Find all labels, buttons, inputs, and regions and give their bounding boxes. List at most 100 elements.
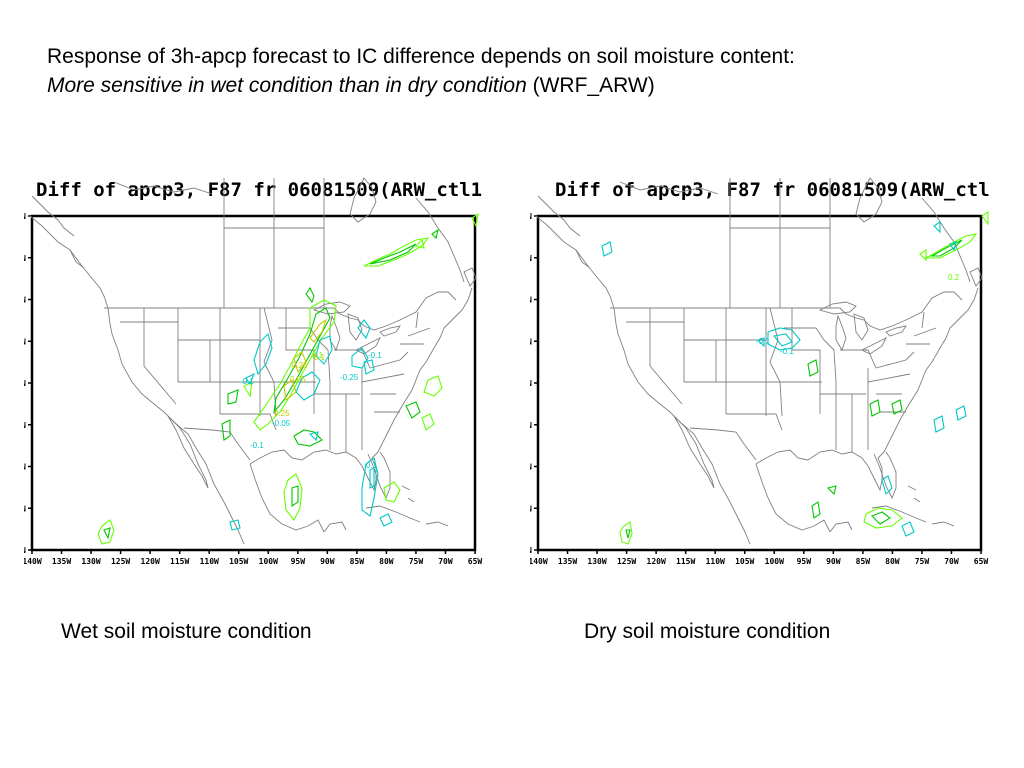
caption-wet: Wet soil moisture condition bbox=[61, 620, 312, 643]
contour-label: -0.1 bbox=[240, 377, 254, 386]
lon-label: 70W bbox=[944, 557, 959, 566]
lon-label: 90W bbox=[826, 557, 841, 566]
lon-label: 125W bbox=[617, 557, 636, 566]
lon-label: 85W bbox=[350, 557, 365, 566]
lon-label: 105W bbox=[229, 557, 248, 566]
headline-line-1: Response of 3h-apcp forecast to IC diffe… bbox=[47, 45, 795, 68]
lon-label: 100W bbox=[259, 557, 278, 566]
contour-label: -0.1 bbox=[780, 347, 794, 356]
lon-label: 140W bbox=[530, 557, 548, 566]
contour-labels-wet: 0.1 0.25 -0.1 0.25 0.05 -0.05 -0.1 0.1 -… bbox=[240, 351, 382, 470]
lon-label: 130W bbox=[81, 557, 100, 566]
coastline-mexico-gulf bbox=[755, 463, 831, 533]
border-canada bbox=[104, 291, 457, 331]
lon-label: 135W bbox=[52, 557, 71, 566]
headline: Response of 3h-apcp forecast to IC diffe… bbox=[47, 42, 1007, 100]
caption-dry: Dry soil moisture condition bbox=[584, 620, 831, 643]
arctic-coast bbox=[619, 181, 719, 195]
canada-lines bbox=[729, 178, 831, 308]
lon-label: 65W bbox=[468, 557, 483, 566]
lake-erie bbox=[860, 336, 888, 355]
lat-label: 25N bbox=[24, 504, 26, 513]
lat-label: 45N bbox=[24, 337, 26, 346]
contour-label: 0.05 bbox=[290, 375, 306, 384]
coastline-west bbox=[535, 215, 751, 545]
vancouver-island bbox=[69, 249, 85, 269]
baja-peninsula bbox=[673, 415, 715, 489]
lat-label: 20N bbox=[530, 546, 532, 555]
coastline-west bbox=[29, 215, 245, 545]
lat-label: 55N bbox=[530, 254, 532, 263]
map-frame bbox=[536, 214, 983, 552]
contour-label: -0.25 bbox=[340, 373, 359, 382]
bahamas bbox=[401, 485, 415, 503]
alaska-panhandle bbox=[31, 195, 75, 237]
map-basemap-dry bbox=[535, 177, 983, 545]
lon-label: 135W bbox=[558, 557, 577, 566]
state-boundaries bbox=[120, 307, 431, 452]
lat-label: 50N bbox=[24, 296, 26, 305]
coastline-gulf bbox=[249, 449, 379, 492]
contour-label: 0.1 bbox=[366, 461, 378, 470]
lon-label: 95W bbox=[797, 557, 812, 566]
lake-michigan bbox=[835, 314, 847, 352]
contour-label: -0.05 bbox=[272, 419, 291, 428]
lake-ontario bbox=[885, 325, 907, 337]
hudson-bay bbox=[349, 177, 377, 223]
vancouver-island bbox=[575, 249, 591, 269]
lon-label: 140W bbox=[24, 557, 42, 566]
map-panel-dry: Diff of apcp3, F87 fr 06081509(ARW_ctl2-… bbox=[530, 168, 990, 576]
coastline-east bbox=[377, 287, 473, 453]
lat-label: 30N bbox=[24, 463, 26, 472]
hispaniola bbox=[931, 521, 955, 527]
newfoundland bbox=[463, 267, 477, 287]
cuba bbox=[365, 505, 421, 523]
map-title-dry: Diff of apcp3, F87 fr 06081509(ARW_ctl2-… bbox=[555, 179, 990, 201]
lat-label: 35N bbox=[530, 421, 532, 430]
lon-label: 80W bbox=[379, 557, 394, 566]
lon-label: 85W bbox=[856, 557, 871, 566]
lat-label: 45N bbox=[530, 337, 532, 346]
coastline-east bbox=[883, 287, 979, 453]
border-canada bbox=[610, 291, 963, 331]
headline-model-tag: (WRF_ARW) bbox=[526, 74, 655, 97]
lat-label: 35N bbox=[24, 421, 26, 430]
lon-label: 125W bbox=[111, 557, 130, 566]
lat-label: 55N bbox=[24, 254, 26, 263]
lat-label: 25N bbox=[530, 504, 532, 513]
lat-label: 60N bbox=[24, 212, 26, 221]
cuba bbox=[871, 505, 927, 523]
newfoundland bbox=[969, 267, 983, 287]
lon-label: 95W bbox=[291, 557, 306, 566]
lat-label: 40N bbox=[24, 379, 26, 388]
lon-label: 105W bbox=[735, 557, 754, 566]
alaska-panhandle bbox=[537, 195, 581, 237]
map-panel-wet: Diff of apcp3, F87 fr 06081509(ARW_ctl1-… bbox=[24, 168, 484, 576]
lon-label: 120W bbox=[141, 557, 160, 566]
lon-label: 120W bbox=[647, 557, 666, 566]
headline-emphasis: More sensitive in wet condition than in … bbox=[47, 74, 527, 97]
lat-label: 60N bbox=[530, 212, 532, 221]
contour-label: 0.25 bbox=[292, 361, 308, 370]
lon-label: 70W bbox=[438, 557, 453, 566]
lake-huron bbox=[347, 313, 363, 341]
lon-label: 80W bbox=[885, 557, 900, 566]
lon-label: 115W bbox=[676, 557, 695, 566]
coastline-mexico-gulf bbox=[249, 463, 325, 533]
lake-superior bbox=[818, 301, 857, 315]
lon-label: 100W bbox=[765, 557, 784, 566]
map-title-wet: Diff of apcp3, F87 fr 06081509(ARW_ctl1-… bbox=[36, 179, 484, 201]
contours-dry bbox=[601, 210, 989, 545]
canada-lines bbox=[223, 178, 325, 308]
contour-label: 0.25 bbox=[274, 409, 290, 418]
lon-label: 65W bbox=[974, 557, 989, 566]
lat-label: 40N bbox=[530, 379, 532, 388]
florida bbox=[367, 451, 391, 500]
florida bbox=[873, 451, 897, 500]
lon-label: 115W bbox=[170, 557, 189, 566]
lon-label: 110W bbox=[706, 557, 725, 566]
map-basemap-wet bbox=[29, 177, 477, 545]
lon-label: 75W bbox=[915, 557, 930, 566]
baja-peninsula bbox=[167, 415, 209, 489]
lon-label: 130W bbox=[587, 557, 606, 566]
